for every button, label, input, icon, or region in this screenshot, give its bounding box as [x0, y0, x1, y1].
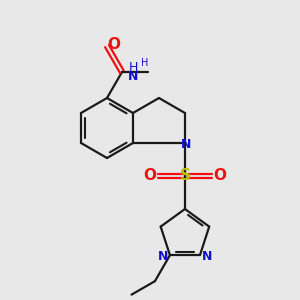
Text: O: O	[213, 169, 226, 184]
Text: N: N	[128, 70, 139, 83]
Text: N: N	[158, 250, 168, 263]
Text: O: O	[143, 169, 156, 184]
Text: H: H	[129, 61, 138, 74]
Text: H: H	[141, 58, 148, 68]
Text: N: N	[202, 250, 212, 263]
Text: O: O	[107, 37, 121, 52]
Text: N: N	[181, 137, 191, 151]
Text: S: S	[179, 169, 191, 184]
